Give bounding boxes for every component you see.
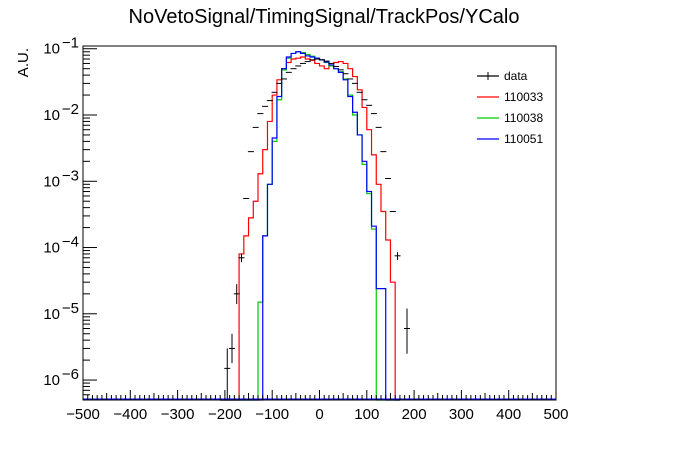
- y-axis-label: A.U.: [15, 48, 32, 77]
- x-tick-label: −400: [113, 406, 147, 423]
- y-tick-exponent: −5: [62, 300, 79, 317]
- x-tick-label: 0: [315, 406, 323, 423]
- x-tick-label: 200: [402, 406, 427, 423]
- y-tick-exponent: −4: [62, 234, 79, 251]
- y-tick-label: 10: [43, 372, 60, 389]
- y-axis: 10−610−510−410−310−210−1: [43, 35, 97, 401]
- legend: data 110033 110038 110051: [477, 69, 543, 146]
- series-layer: [83, 51, 556, 401]
- series-110051: [220, 51, 400, 401]
- y-tick-label: 10: [43, 240, 60, 257]
- x-tick-label: 100: [354, 406, 379, 423]
- y-tick-label: 10: [43, 41, 60, 58]
- y-tick-label: 10: [43, 306, 60, 323]
- y-tick-exponent: −6: [62, 366, 79, 383]
- x-tick-label: 400: [496, 406, 521, 423]
- y-tick-exponent: −1: [62, 35, 79, 52]
- y-tick-exponent: −2: [62, 101, 79, 118]
- y-tick-label: 10: [43, 173, 60, 190]
- y-tick-exponent: −3: [62, 167, 79, 184]
- x-tick-label: −100: [255, 406, 289, 423]
- y-tick-label: 10: [43, 107, 60, 124]
- legend-label: 110038: [504, 111, 543, 125]
- x-tick-label: −300: [161, 406, 195, 423]
- x-tick-label: −500: [66, 406, 100, 423]
- x-tick-label: −200: [208, 406, 242, 423]
- chart-title: NoVetoSignal/TimingSignal/TrackPos/YCalo: [129, 6, 520, 28]
- x-axis: −500 −400 −300 −200 −100 0 100 200 300 400 500: [66, 390, 569, 423]
- data-points-layer: [224, 58, 411, 400]
- plot-frame: [82, 45, 557, 401]
- legend-label: 110051: [504, 132, 543, 146]
- legend-label: 110033: [504, 90, 543, 104]
- x-tick-label: 500: [543, 406, 568, 423]
- legend-label: data: [504, 69, 528, 83]
- x-tick-label: 300: [449, 406, 474, 423]
